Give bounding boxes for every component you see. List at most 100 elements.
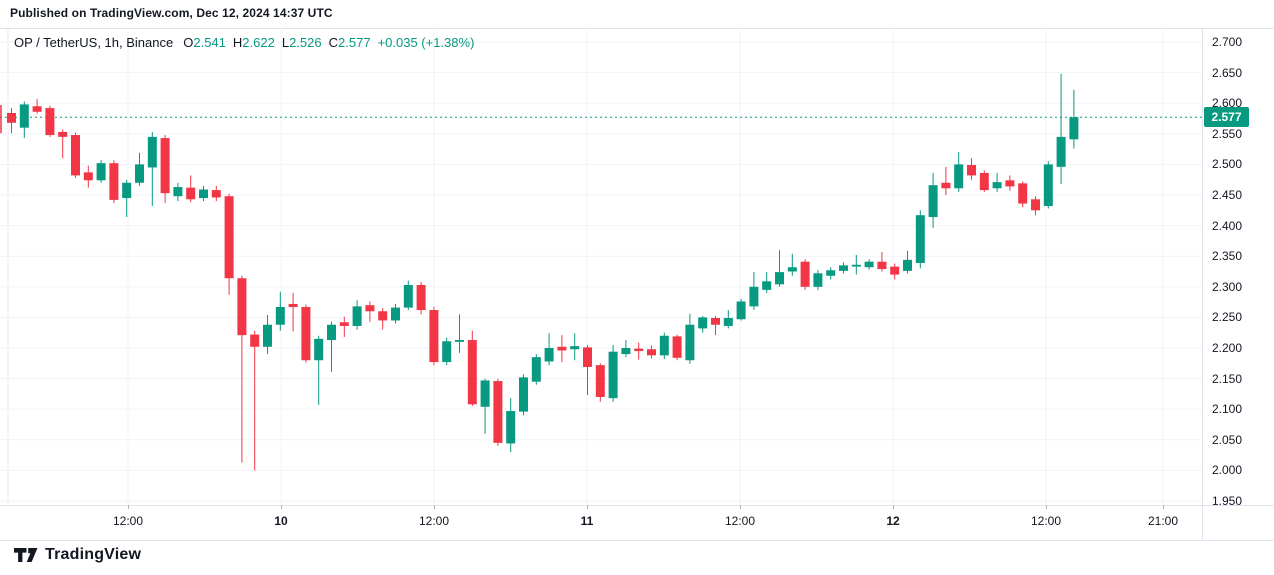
time-axis-tick (1046, 505, 1047, 509)
candle-body (32, 106, 42, 112)
price-axis-separator (1202, 28, 1203, 540)
time-axis-label: 12:00 (112, 514, 144, 528)
candle-body (583, 347, 592, 367)
candle-body (467, 340, 477, 405)
chart-legend: OP / TetherUS, 1h, Binance O2.541 H2.622 L2… (14, 35, 474, 50)
legend-open: O2.541 (183, 35, 226, 50)
candle-body (314, 338, 324, 361)
candle-body (787, 267, 797, 272)
candle-body (647, 349, 656, 356)
candle-body (19, 104, 29, 128)
candle-body (83, 172, 93, 181)
price-axis-label: 2.100 (1212, 402, 1243, 417)
candle-body (621, 348, 631, 355)
price-axis-label: 2.500 (1212, 157, 1243, 172)
candle-body (1069, 117, 1079, 140)
candle-body (352, 306, 362, 326)
candle-body (954, 164, 964, 189)
legend-close: C2.577 (328, 35, 371, 50)
tradingview-logo-icon (14, 547, 38, 562)
brand-name[interactable]: TradingView (45, 546, 142, 563)
candle-body (992, 182, 1002, 189)
price-axis-label: 2.400 (1212, 218, 1243, 233)
candle-body (903, 259, 912, 271)
candle-body (455, 340, 464, 342)
candle-body (595, 365, 605, 397)
legend-high: H2.622 (232, 35, 275, 50)
price-axis-label: 2.450 (1212, 188, 1243, 202)
price-axis-label: 2.250 (1212, 310, 1243, 325)
candle-body (96, 163, 106, 181)
candle-body (211, 190, 221, 198)
price-axis-label: 2.600 (1212, 96, 1243, 111)
price-axis-label: 2.050 (1212, 432, 1243, 447)
candle-body (775, 272, 784, 285)
legend-symbol: OP / TetherUS, 1h, Binance (14, 35, 174, 50)
time-axis-tick (128, 505, 129, 509)
candle-body (288, 303, 298, 307)
candle-body (135, 164, 144, 183)
candle-body (506, 411, 516, 444)
footer: TradingView (14, 546, 141, 564)
candle-body (1043, 164, 1053, 207)
candle-body (224, 196, 234, 279)
price-axis-label: 1.950 (1212, 494, 1243, 508)
candle-body (365, 305, 375, 312)
candle-body (519, 377, 528, 412)
candle-body (915, 215, 925, 263)
candle-body (45, 108, 55, 136)
time-axis-tick (1163, 505, 1164, 509)
time-axis-tick (587, 505, 588, 509)
header-separator (0, 28, 1274, 29)
candle-body (877, 261, 887, 270)
price-axis-label: 2.000 (1212, 463, 1243, 478)
candle-body (339, 322, 349, 326)
candle-body (800, 261, 810, 287)
candle-body (928, 185, 938, 218)
candle-body (416, 284, 426, 311)
candle-body (813, 273, 823, 287)
candle-body (941, 182, 951, 189)
candle-body (864, 261, 874, 268)
time-axis-label: 10 (274, 514, 288, 528)
candle-body (378, 311, 388, 321)
price-axis-label: 2.300 (1212, 279, 1243, 294)
price-axis-label: 2.550 (1212, 126, 1243, 141)
price-axis-label: 2.700 (1212, 35, 1243, 49)
candle-body (147, 136, 157, 168)
candle-body (749, 286, 759, 307)
candle-body (723, 318, 733, 326)
candle-body (826, 270, 836, 276)
time-axis-label: 21:00 (1147, 514, 1179, 528)
candle-body (301, 306, 311, 361)
time-axis-label: 12:00 (724, 514, 756, 528)
time-axis-label: 11 (580, 514, 594, 528)
candle-body (480, 380, 490, 407)
footer-separator (0, 540, 1274, 541)
time-axis-tick (740, 505, 741, 509)
time-axis-label: 12:00 (418, 514, 450, 528)
candle-body (275, 306, 285, 325)
candle-body (263, 324, 272, 347)
candle-body (1005, 180, 1015, 187)
time-axis-tick (434, 505, 435, 509)
candle-body (698, 317, 708, 329)
last-price-badge: 2.577 (1204, 107, 1249, 128)
published-header: Published on TradingView.com, Dec 12, 20… (10, 6, 333, 20)
candle-body (237, 278, 247, 336)
candle-body (186, 187, 196, 200)
candle-body (173, 187, 183, 197)
price-axis-label: 2.200 (1212, 341, 1243, 355)
candle-body (557, 346, 567, 351)
candle-body (570, 346, 580, 350)
candle-body (839, 265, 848, 271)
candle-body (1056, 136, 1066, 167)
legend-low: L2.526 (281, 35, 322, 50)
candle-body (685, 324, 695, 361)
candle-body (199, 189, 208, 199)
candle-body (403, 284, 413, 308)
candle-body (71, 135, 80, 176)
candle-body (160, 138, 170, 194)
